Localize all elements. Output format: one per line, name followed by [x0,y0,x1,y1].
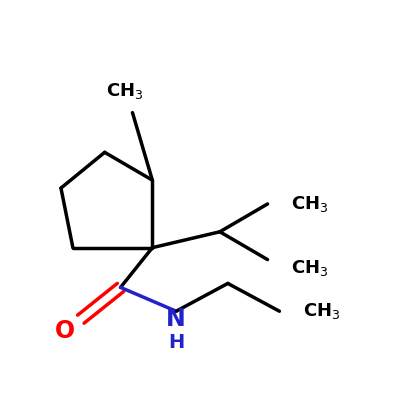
Text: O: O [55,319,75,343]
Text: CH$_3$: CH$_3$ [291,258,329,278]
Text: H: H [168,334,184,352]
Text: CH$_3$: CH$_3$ [106,81,143,101]
Text: CH$_3$: CH$_3$ [303,301,341,321]
Text: CH$_3$: CH$_3$ [291,194,329,214]
Text: N: N [166,307,186,331]
